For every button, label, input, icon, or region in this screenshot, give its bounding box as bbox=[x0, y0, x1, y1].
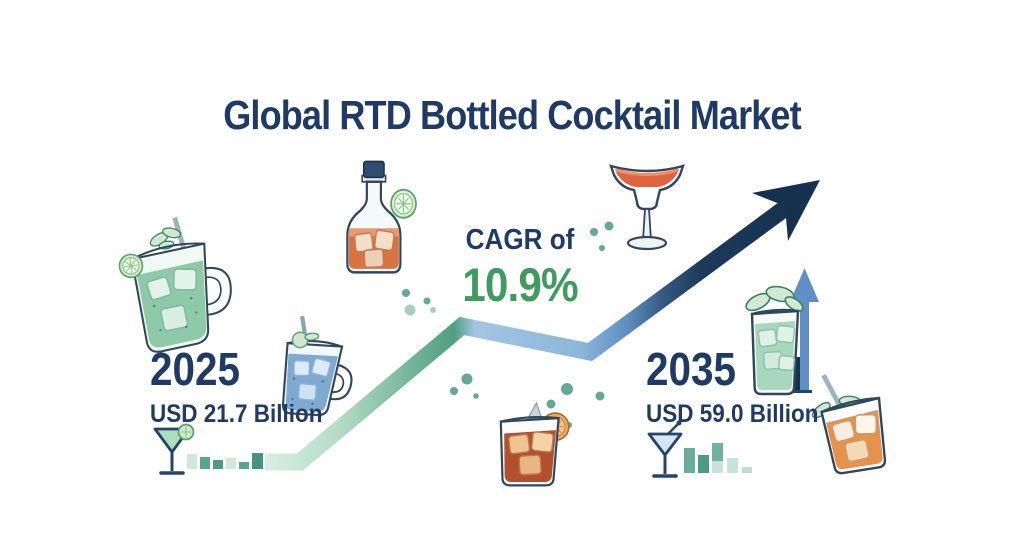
page-title: Global RTD Bottled Cocktail Market bbox=[223, 92, 801, 139]
rtd-bottle-illustration bbox=[346, 160, 417, 274]
end-year-block: 2035 USD 59.0 Billion bbox=[646, 346, 838, 427]
martini-icon-left bbox=[153, 423, 195, 475]
cagr-value: 10.9% bbox=[462, 258, 578, 311]
blue-mug-illustration bbox=[281, 315, 353, 417]
mint-highball-illustration bbox=[745, 285, 804, 396]
tilted-rocks-illustration bbox=[811, 374, 887, 475]
cagr-label: CAGR of bbox=[465, 224, 575, 256]
margarita-glass-illustration bbox=[609, 164, 685, 251]
end-value: USD 59.0 Billion bbox=[646, 400, 819, 428]
rocks-glass-illustration bbox=[499, 401, 570, 487]
end-year: 2035 bbox=[646, 343, 737, 395]
sparkline-left-icon bbox=[187, 453, 263, 469]
start-year-block: 2025 USD 21.7 Billion bbox=[150, 346, 342, 427]
mojito-pitcher-illustration bbox=[118, 216, 232, 353]
start-year: 2025 bbox=[150, 343, 241, 395]
start-value: USD 21.7 Billion bbox=[150, 400, 323, 428]
sparkline-right-icon bbox=[684, 443, 752, 473]
martini-icon-right bbox=[647, 420, 683, 478]
cagr-block: CAGR of 10.9% bbox=[420, 224, 620, 311]
growth-arrow-icon bbox=[265, 180, 820, 471]
